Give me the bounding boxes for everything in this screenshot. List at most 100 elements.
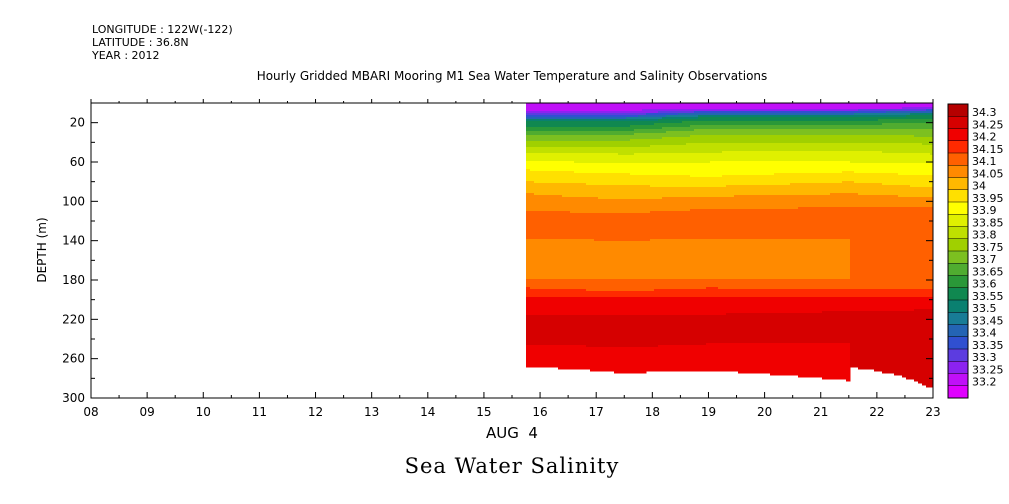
salinity-cell	[878, 117, 883, 120]
salinity-cell	[726, 129, 731, 136]
salinity-cell	[686, 137, 691, 144]
salinity-cell	[786, 109, 791, 112]
salinity-cell	[858, 207, 863, 290]
salinity-cell	[782, 143, 787, 152]
salinity-cell	[602, 141, 607, 148]
salinity-cell	[570, 161, 575, 172]
salinity-cell	[862, 183, 867, 196]
salinity-cell	[862, 311, 867, 370]
salinity-cell	[738, 109, 743, 112]
salinity-cell	[558, 113, 563, 116]
salinity-cell	[898, 289, 903, 298]
salinity-cell	[550, 111, 555, 114]
salinity-cell	[858, 135, 863, 144]
salinity-cell	[838, 161, 843, 174]
salinity-cell	[602, 147, 607, 154]
salinity-cell	[606, 185, 611, 200]
salinity-cell	[910, 197, 915, 208]
salinity-cell	[786, 239, 791, 280]
salinity-cell	[802, 289, 807, 298]
salinity-cell	[658, 153, 663, 164]
salinity-cell	[546, 115, 551, 118]
salinity-cell	[566, 135, 571, 142]
salinity-cell	[782, 135, 787, 144]
salinity-cell	[902, 185, 907, 198]
salinity-cell	[658, 115, 663, 118]
salinity-cell	[558, 131, 563, 136]
salinity-cell	[630, 125, 635, 132]
salinity-cell	[618, 199, 623, 214]
salinity-cell	[714, 161, 719, 178]
salinity-cell	[818, 183, 823, 196]
salinity-cell	[554, 115, 559, 118]
salinity-cell	[926, 309, 931, 388]
salinity-cell	[670, 109, 675, 112]
salinity-cell	[910, 129, 915, 136]
salinity-cell	[778, 109, 783, 112]
salinity-cell	[614, 297, 619, 316]
salinity-cell	[574, 111, 579, 114]
salinity-cell	[926, 175, 931, 188]
salinity-cell	[782, 121, 787, 126]
salinity-cell	[850, 117, 855, 122]
salinity-cell	[722, 151, 727, 162]
salinity-cell	[714, 197, 719, 210]
salinity-cell	[806, 103, 811, 110]
salinity-cell	[734, 125, 739, 130]
salinity-cell	[542, 289, 547, 298]
salinity-cell	[642, 163, 647, 176]
salinity-cell	[542, 111, 547, 114]
salinity-cell	[890, 163, 895, 174]
x-tick-label: 15	[476, 405, 491, 419]
salinity-cell	[902, 297, 907, 312]
salinity-cell	[610, 315, 615, 348]
salinity-cell	[858, 151, 863, 164]
salinity-cell	[774, 173, 779, 186]
salinity-cell	[726, 279, 731, 290]
salinity-cell	[734, 161, 739, 176]
salinity-cell	[674, 127, 679, 132]
salinity-cell	[830, 343, 835, 380]
salinity-cell	[546, 161, 551, 172]
salinity-cell	[774, 239, 779, 280]
salinity-cell	[902, 109, 907, 112]
salinity-cell	[674, 103, 679, 110]
salinity-cell	[774, 135, 779, 144]
salinity-cell	[642, 185, 647, 200]
salinity-cell	[838, 289, 843, 298]
salinity-cell	[618, 315, 623, 348]
salinity-cell	[546, 147, 551, 154]
salinity-cell	[658, 297, 663, 316]
salinity-cell	[606, 153, 611, 164]
salinity-cell	[694, 121, 699, 126]
salinity-cell	[930, 129, 934, 138]
salinity-cell	[906, 113, 911, 116]
salinity-cell	[866, 125, 871, 130]
salinity-cell	[866, 297, 871, 312]
salinity-cell	[882, 143, 887, 154]
salinity-cell	[578, 117, 583, 120]
salinity-cell	[750, 239, 755, 280]
salinity-cell	[754, 279, 759, 290]
salinity-cell	[778, 111, 783, 114]
salinity-cell	[670, 111, 675, 114]
salinity-cell	[694, 279, 699, 290]
salinity-cell	[674, 119, 679, 124]
salinity-cell	[542, 147, 547, 154]
salinity-cell	[862, 129, 867, 136]
salinity-cell	[606, 127, 611, 132]
salinity-cell	[806, 289, 811, 298]
salinity-cell	[786, 313, 791, 344]
salinity-cell	[710, 103, 715, 110]
salinity-cell	[706, 113, 711, 116]
salinity-cell	[842, 171, 847, 182]
salinity-cell	[658, 111, 663, 114]
salinity-cell	[814, 161, 819, 174]
salinity-cell	[638, 111, 643, 114]
salinity-cell	[602, 119, 607, 122]
salinity-cell	[614, 153, 619, 164]
salinity-cell	[918, 115, 923, 120]
salinity-cell	[870, 121, 875, 126]
salinity-cell	[814, 195, 819, 208]
